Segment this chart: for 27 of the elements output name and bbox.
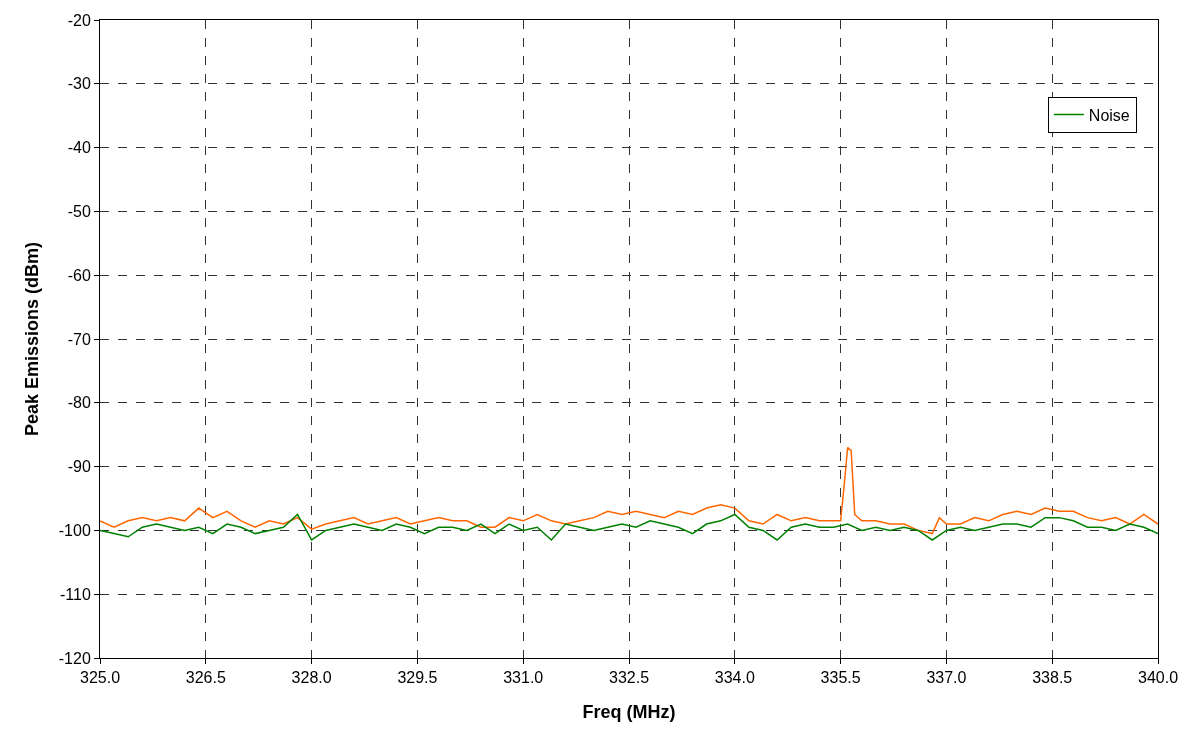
y-tick-label: -80	[67, 394, 91, 412]
line-series	[100, 446, 1158, 535]
x-tick-label: 331.0	[503, 669, 544, 687]
x-tick-label: 328.0	[291, 669, 332, 687]
y-tick-label: -70	[67, 330, 91, 348]
y-tick-label: -100	[58, 522, 91, 539]
x-tick-label: 332.5	[608, 669, 650, 687]
x-tick-label: 334.0	[714, 669, 755, 687]
x-tick-label: 329.5	[397, 669, 438, 687]
legend-label: Noise	[1088, 106, 1130, 124]
y-tick-label: -40	[67, 139, 91, 157]
y-tick-label: -20	[67, 11, 91, 29]
x-tick-label: 335.5	[820, 669, 861, 687]
x-tick-label: 326.5	[185, 669, 226, 687]
x-tick-label: 338.5	[1032, 669, 1073, 687]
y-tick-label: -60	[67, 266, 91, 284]
x-tick-label: 337.0	[926, 669, 967, 687]
x-tick-label: 325.0	[79, 669, 121, 687]
line-series	[100, 513, 1158, 541]
y-tick-label: -110	[59, 585, 91, 603]
y-axis-title: Peak Emissions (dBm)	[21, 241, 42, 437]
x-tick-label: 340.0	[1137, 669, 1179, 687]
y-tick-label: -50	[67, 203, 91, 220]
y-tick-label: -120	[58, 649, 91, 667]
y-tick-label: -90	[67, 458, 91, 476]
y-tick-label: -30	[67, 75, 91, 93]
x-axis-title: Freq (MHz)	[582, 702, 676, 723]
